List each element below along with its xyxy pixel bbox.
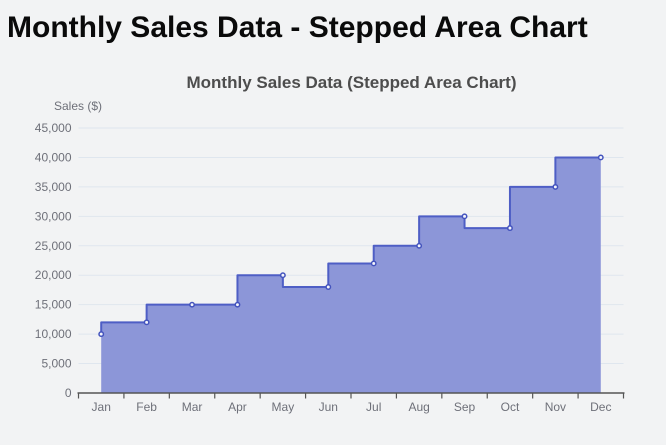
y-axis-tick-label: 40,000 [35,150,72,164]
y-axis-tick-label: 15,000 [35,298,72,312]
x-axis-tick-label: Jul [366,400,381,414]
line-series [100,156,601,335]
data-point-marker [189,301,195,308]
y-axis-tick-label: 25,000 [35,239,72,253]
data-point-marker [461,213,468,220]
data-point-marker [325,284,332,290]
y-axis-tick-label: 20,000 [35,268,72,282]
x-axis-tick-label: Jan [92,400,111,414]
area-fill [101,157,601,393]
x-axis-tick-label: Aug [408,400,429,414]
x-axis-tick-label: Dec [590,400,611,414]
x-axis-tick-label: Apr [228,400,247,414]
x-axis-tick-label: Feb [136,400,157,414]
page-title: Monthly Sales Data - Stepped Area Chart [7,11,588,44]
chart-title: Monthly Sales Data (Stepped Area Chart) [186,73,517,92]
x-axis-tick-label: Mar [182,400,203,414]
data-point-marker [597,154,604,161]
data-point-marker [98,331,105,338]
data-point-marker [279,272,286,279]
y-axis-tick-label: 35,000 [35,180,72,194]
data-point-marker [370,260,377,267]
y-axis-tick-label: 45,000 [35,121,72,135]
x-axis-tick-label: Sep [454,400,476,414]
x-axis-tick-label: May [272,400,295,414]
x-axis-tick-label: Nov [545,400,566,414]
y-axis-tick-label: 10,000 [35,327,72,341]
stepped-area-chart: Monthly Sales Data (Stepped Area Chart) … [0,60,666,445]
data-point-marker [143,319,150,326]
y-axis-name: Sales ($) [53,99,102,113]
y-axis-tick-label: 5,000 [41,357,71,371]
data-point-marker [234,301,241,308]
x-axis-tick-label: Oct [501,400,520,414]
x-axis-tick-label: Jun [319,400,338,414]
y-axis-tick-label: 0 [65,386,72,400]
chart-canvas: 0 5,000 10,000 15,000 20,000 25,000 30,000 35,0… [35,121,625,414]
data-point-marker [416,242,423,249]
data-point-marker [552,183,559,190]
y-axis-tick-label: 30,000 [35,209,72,223]
data-point-marker [507,225,513,232]
